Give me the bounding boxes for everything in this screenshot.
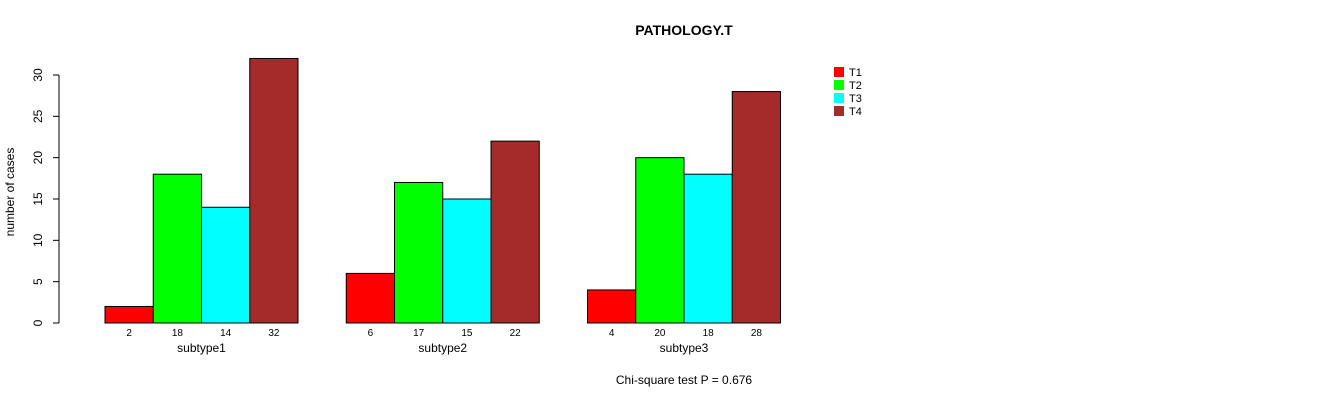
bar-value-label: 15	[461, 328, 473, 339]
x-category-label: subtype1	[177, 341, 226, 355]
bar-T4-subtype1	[249, 57, 299, 324]
bar-value-label: 2	[126, 328, 132, 339]
bar-T1-subtype3	[587, 289, 637, 324]
bar-T1-subtype2	[345, 272, 395, 324]
x-category-label: subtype3	[660, 341, 709, 355]
bar-T4-subtype2	[490, 140, 540, 324]
bar-T4-subtype3	[731, 91, 781, 324]
legend-label: T2	[849, 80, 862, 92]
y-axis-label: number of cases	[3, 148, 17, 237]
legend-swatch-T4	[834, 106, 844, 116]
bar-T2-subtype3	[635, 157, 685, 324]
bar-value-label: 17	[413, 328, 425, 339]
legend-swatch-T3	[834, 93, 844, 103]
bar-value-label: 28	[751, 328, 763, 339]
y-tick-label: 20	[31, 151, 45, 165]
bar-T1-subtype1	[104, 305, 154, 324]
bar-value-label: 18	[703, 328, 715, 339]
y-axis: 0 5 10 15 20 25 30	[31, 68, 60, 326]
footnote: Chi-square test P = 0.676	[616, 373, 753, 387]
bar-value-label: 4	[609, 328, 615, 339]
bar-value-label: 14	[220, 328, 232, 339]
bar-T2-subtype1	[152, 173, 202, 324]
y-tick-label: 0	[31, 319, 45, 326]
bar-value-label: 6	[368, 328, 374, 339]
y-tick-label: 10	[31, 233, 45, 247]
bars: 2 18 14 32 subtype1 6 17 15 22 subtype2 4 20 18 28 sub…	[104, 57, 781, 355]
legend-label: T3	[849, 93, 862, 105]
bar-T3-subtype1	[201, 206, 251, 324]
bar-value-label: 32	[268, 328, 280, 339]
legend-label: T4	[849, 106, 862, 118]
legend-label: T1	[849, 67, 862, 79]
bar-value-label: 18	[172, 328, 184, 339]
bar-T3-subtype2	[442, 198, 492, 324]
bar-T3-subtype3	[683, 173, 733, 324]
legend-swatch-T2	[834, 80, 844, 90]
bar-value-label: 22	[510, 328, 522, 339]
y-tick-label: 5	[31, 278, 45, 285]
y-tick-label: 15	[31, 192, 45, 206]
y-tick-label: 30	[31, 68, 45, 82]
chart-title: PATHOLOGY.T	[635, 22, 733, 38]
legend-swatch-T1	[834, 67, 844, 77]
y-tick-label: 25	[31, 109, 45, 123]
x-category-label: subtype2	[418, 341, 467, 355]
bar-value-label: 20	[654, 328, 666, 339]
bar-T2-subtype2	[394, 181, 444, 324]
